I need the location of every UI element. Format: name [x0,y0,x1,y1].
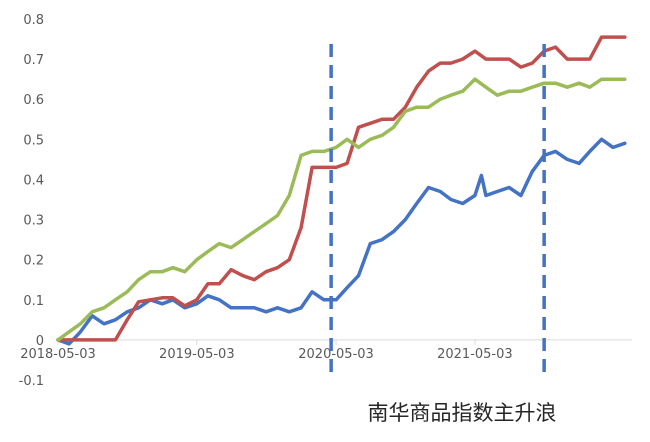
y-tick-label: 0.5 [23,133,44,148]
y-axis-ticks: -0.1 0 0.1 0.2 0.3 0.4 0.5 0.6 0.7 0.8 [19,13,44,389]
y-tick-label: -0.1 [19,374,44,389]
x-tick-label: 2021-05-03 [437,347,513,362]
x-tick-label: 2018-05-03 [20,347,96,362]
x-tick-label: 2020-05-03 [298,347,374,362]
y-tick-label: 0 [36,334,44,349]
y-tick-label: 0.4 [23,173,44,188]
y-tick-label: 0.7 [23,53,44,68]
series-line-2 [56,35,627,342]
y-tick-label: 0.6 [23,93,44,108]
y-tick-label: 0.2 [23,254,44,269]
series-line-1 [56,137,627,346]
series-line-3 [56,77,627,342]
chart-caption: 南华商品指数主升浪 [368,401,557,425]
y-tick-label: 0.1 [23,294,44,309]
series-lines [56,35,627,346]
y-tick-label: 0.8 [23,13,44,28]
y-tick-label: 0.3 [23,214,44,229]
x-axis-ticks: 2018-05-03 2019-05-03 2020-05-03 2021-05-03 [20,339,513,362]
x-tick-label: 2019-05-03 [159,347,235,362]
vertical-markers [329,44,546,378]
